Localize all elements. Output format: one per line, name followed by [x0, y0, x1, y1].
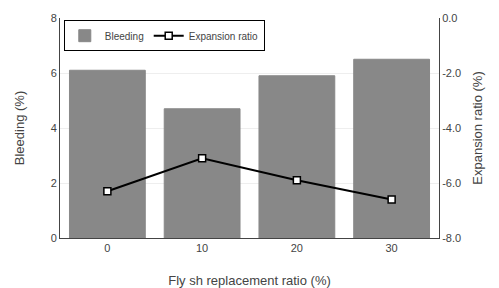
svg-text:20: 20 [291, 242, 303, 254]
svg-text:Bleeding (%): Bleeding (%) [12, 91, 27, 165]
svg-text:Bleeding: Bleeding [105, 31, 144, 42]
svg-text:-8.0: -8.0 [442, 232, 461, 244]
svg-text:6: 6 [51, 67, 57, 79]
svg-text:8: 8 [51, 12, 57, 24]
svg-text:30: 30 [386, 242, 398, 254]
svg-text:0.0: 0.0 [442, 12, 457, 24]
svg-text:-4.0: -4.0 [442, 122, 461, 134]
svg-text:Fly sh replacement ratio (%): Fly sh replacement ratio (%) [168, 273, 331, 288]
svg-text:-2.0: -2.0 [442, 67, 461, 79]
svg-text:4: 4 [51, 122, 57, 134]
svg-text:-6.0: -6.0 [442, 177, 461, 189]
svg-text:Expansion ratio: Expansion ratio [189, 31, 258, 42]
svg-text:0: 0 [104, 242, 110, 254]
svg-text:0: 0 [51, 232, 57, 244]
svg-text:2: 2 [51, 177, 57, 189]
svg-text:10: 10 [196, 242, 208, 254]
svg-text:Expansion ratio (%): Expansion ratio (%) [470, 71, 485, 184]
